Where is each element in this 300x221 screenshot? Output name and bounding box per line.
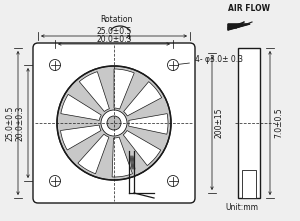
Circle shape [50,59,61,70]
Wedge shape [123,130,161,166]
Text: Rotation: Rotation [100,15,132,23]
Text: 25.0±0.5: 25.0±0.5 [5,105,14,141]
Wedge shape [79,72,110,112]
Bar [242,170,256,198]
Text: 20.0±0.3: 20.0±0.3 [16,105,25,141]
Polygon shape [228,24,250,30]
Text: Unit:mm: Unit:mm [225,204,258,213]
Wedge shape [112,137,133,177]
FancyBboxPatch shape [33,43,195,203]
Text: AIR FLOW: AIR FLOW [228,4,270,13]
Circle shape [50,175,61,187]
Wedge shape [61,125,101,150]
Circle shape [167,175,178,187]
Wedge shape [78,134,109,174]
Text: 25.0±0.5: 25.0±0.5 [96,27,132,36]
Circle shape [107,116,121,130]
Circle shape [57,66,171,180]
Wedge shape [61,94,101,120]
Text: 7.0±0.5: 7.0±0.5 [274,108,284,138]
Text: 200±15: 200±15 [214,108,224,138]
Bar [238,48,260,198]
Wedge shape [114,69,134,109]
Circle shape [101,110,127,136]
Wedge shape [129,114,168,134]
Text: 4- φ3.0± 0.3: 4- φ3.0± 0.3 [176,55,243,65]
Circle shape [167,59,178,70]
Text: 20.0±0.3: 20.0±0.3 [96,35,132,44]
Wedge shape [124,82,162,116]
